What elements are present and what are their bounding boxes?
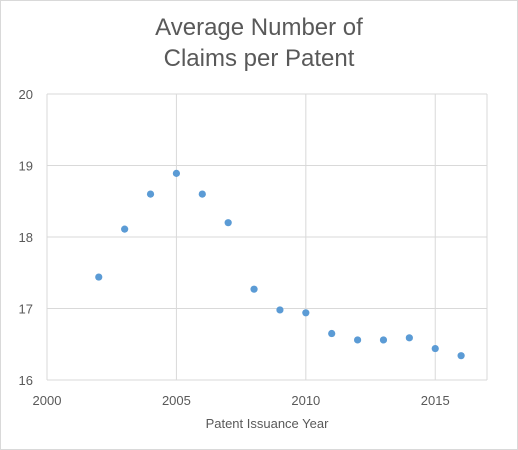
data-points <box>95 170 465 360</box>
y-tick-label: 18 <box>19 230 33 245</box>
x-tick-label: 2015 <box>421 393 450 408</box>
data-point <box>380 336 387 343</box>
y-tick-label: 17 <box>19 302 33 317</box>
data-point <box>95 273 102 280</box>
data-point <box>276 306 283 313</box>
data-point <box>250 286 257 293</box>
x-axis-title: Patent Issuance Year <box>206 416 330 431</box>
data-point <box>328 330 335 337</box>
gridlines <box>47 94 487 380</box>
data-point <box>302 309 309 316</box>
data-point <box>121 226 128 233</box>
x-tick-label: 2000 <box>33 393 62 408</box>
data-point <box>147 191 154 198</box>
data-point <box>354 336 361 343</box>
y-tick-label: 19 <box>19 159 33 174</box>
x-tick-label: 2005 <box>162 393 191 408</box>
data-point <box>225 219 232 226</box>
data-point <box>406 334 413 341</box>
data-point <box>199 191 206 198</box>
data-point <box>173 170 180 177</box>
y-tick-label: 20 <box>19 87 33 102</box>
tick-labels: 16 17 18 19 20 2000 2005 2010 2015 <box>19 87 450 408</box>
data-point <box>432 345 439 352</box>
data-point <box>458 352 465 359</box>
y-tick-label: 16 <box>19 373 33 388</box>
x-tick-label: 2010 <box>291 393 320 408</box>
